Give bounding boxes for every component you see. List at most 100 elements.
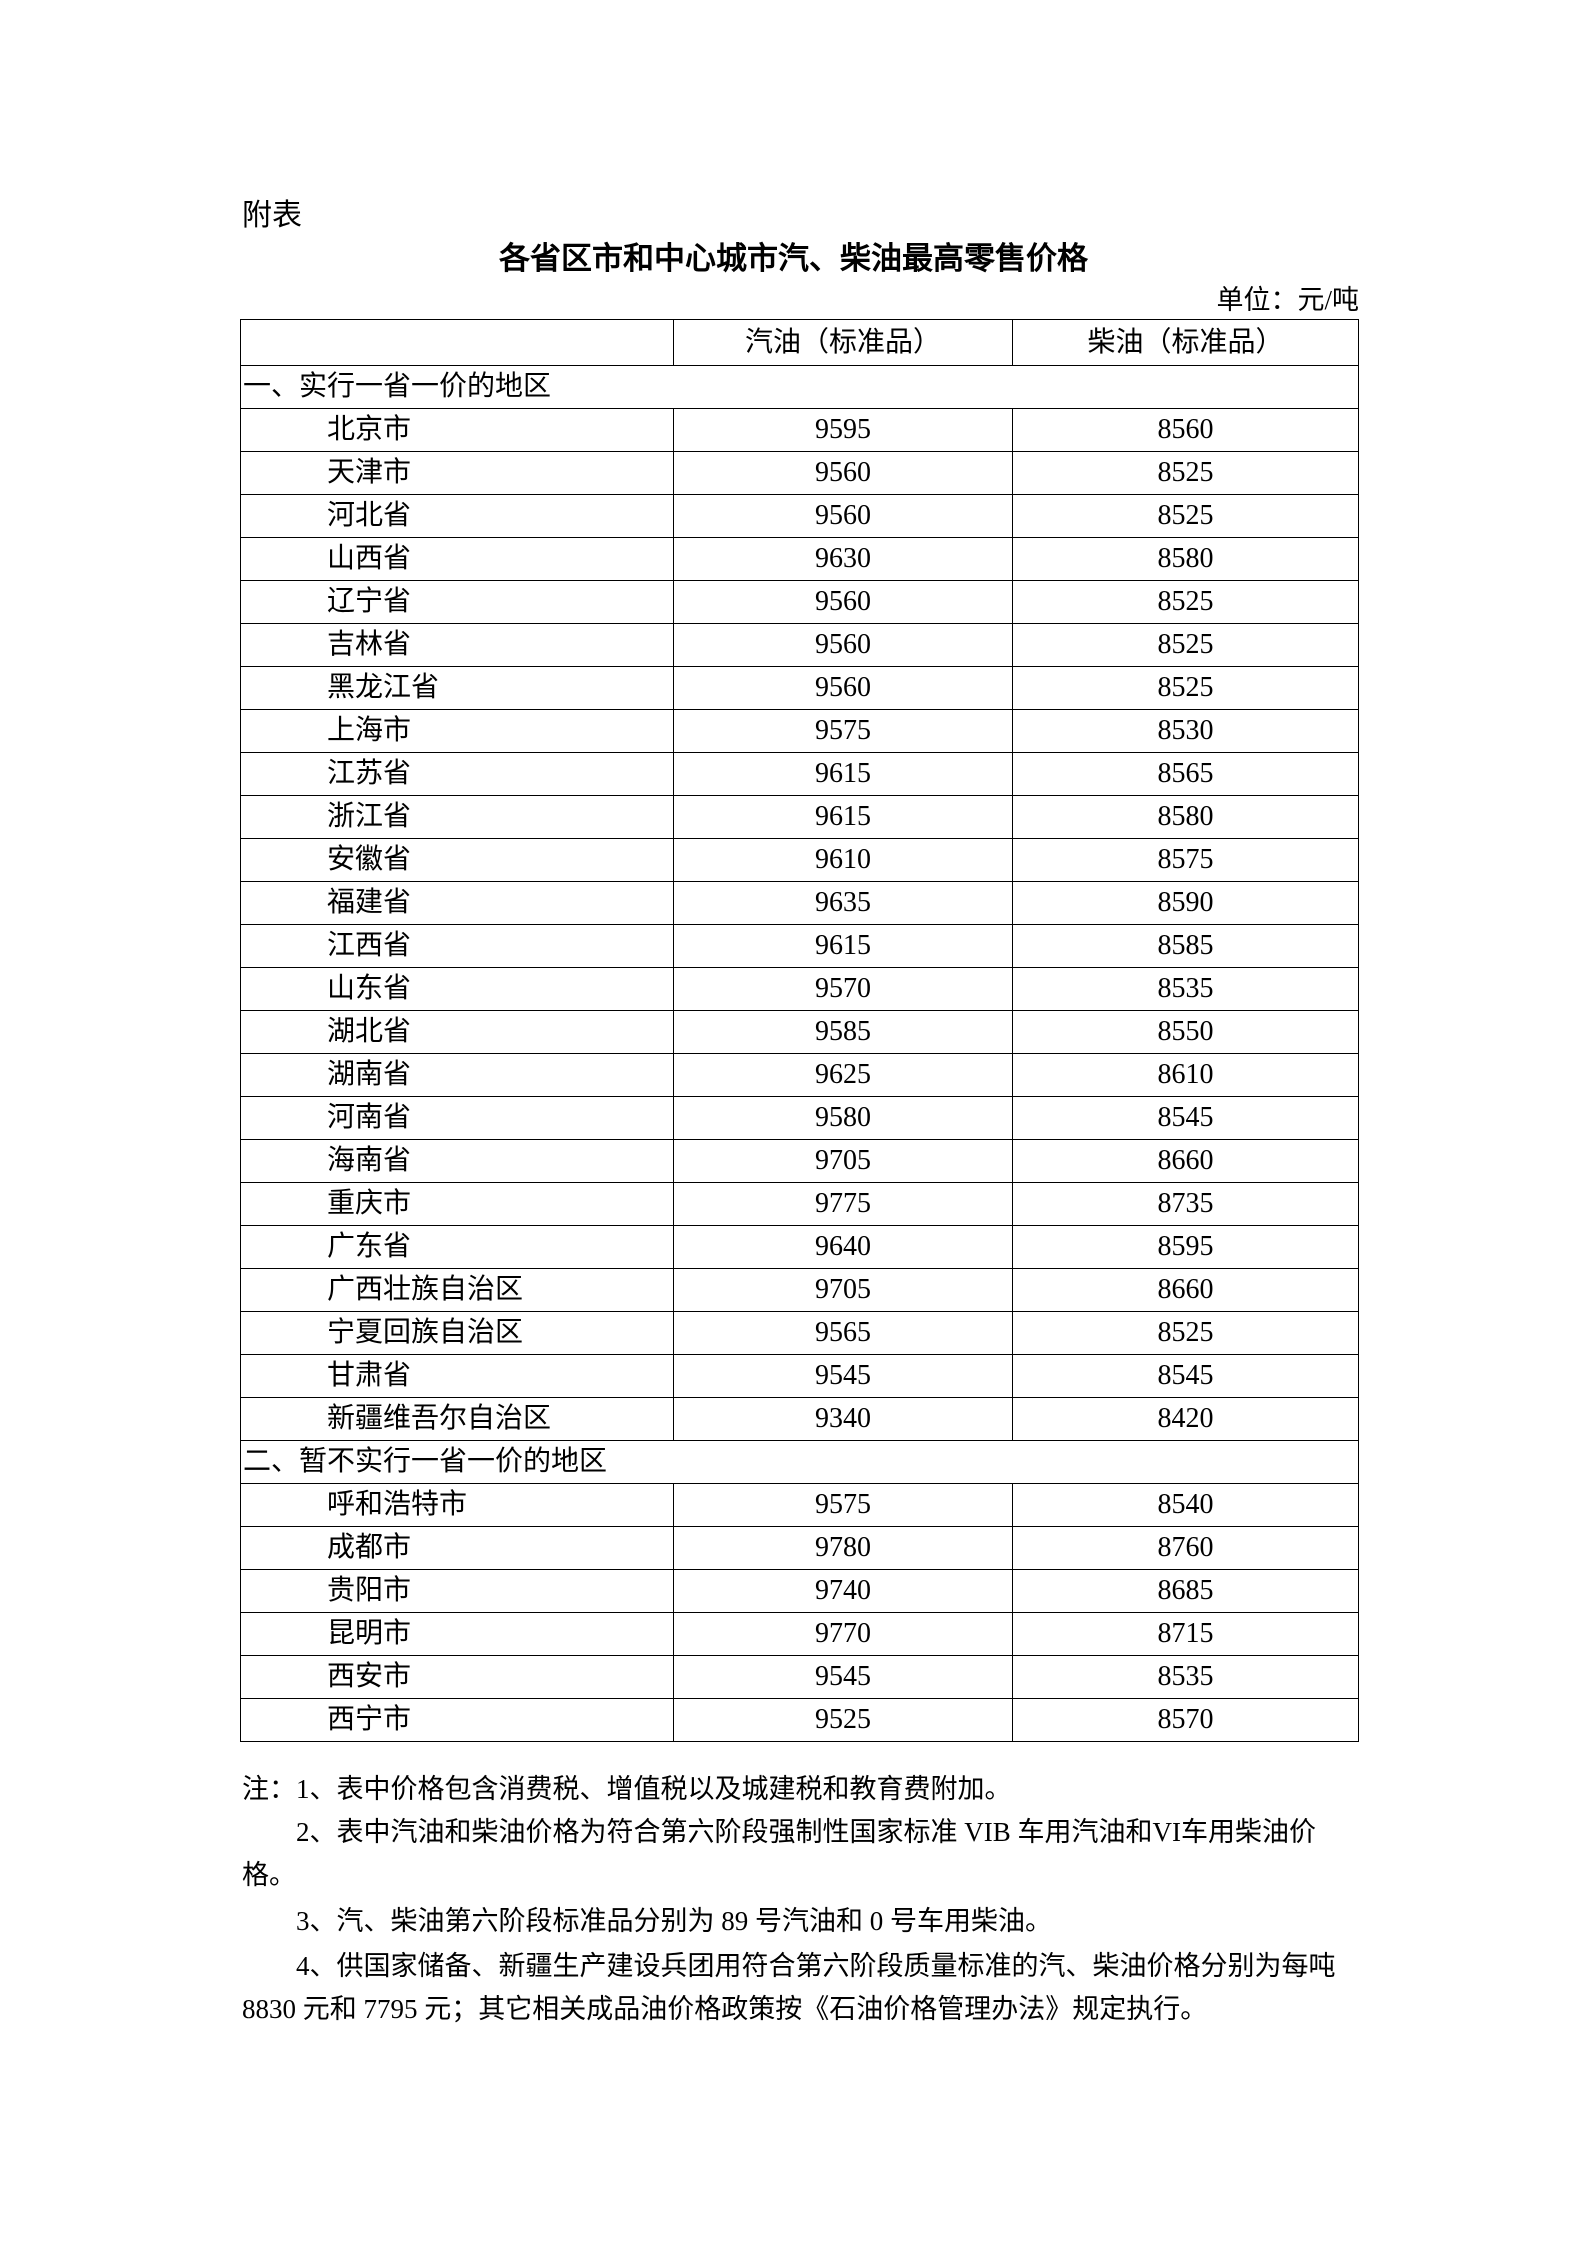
diesel-price: 8585 xyxy=(1012,924,1359,968)
diesel-price: 8660 xyxy=(1012,1268,1359,1312)
gasoline-price: 9640 xyxy=(673,1225,1013,1269)
region-name: 黑龙江省 xyxy=(240,666,674,710)
region-name: 江苏省 xyxy=(240,752,674,796)
region-name: 广西壮族自治区 xyxy=(240,1268,674,1312)
table-row: 江西省 9615 8585 xyxy=(240,924,1359,968)
gasoline-price: 9585 xyxy=(673,1010,1013,1054)
table-row: 上海市 9575 8530 xyxy=(240,709,1359,753)
gasoline-price: 9545 xyxy=(673,1354,1013,1398)
table-row: 甘肃省 9545 8545 xyxy=(240,1354,1359,1398)
region-name: 广东省 xyxy=(240,1225,674,1269)
table-row: 湖北省 9585 8550 xyxy=(240,1010,1359,1054)
gasoline-price: 9560 xyxy=(673,494,1013,538)
gasoline-price: 9560 xyxy=(673,623,1013,667)
diesel-price: 8545 xyxy=(1012,1096,1359,1140)
gasoline-price: 9705 xyxy=(673,1268,1013,1312)
region-name: 宁夏回族自治区 xyxy=(240,1311,674,1355)
region-name: 河北省 xyxy=(240,494,674,538)
region-name: 湖北省 xyxy=(240,1010,674,1054)
table-row: 重庆市 9775 8735 xyxy=(240,1182,1359,1226)
region-name: 成都市 xyxy=(240,1526,674,1570)
gasoline-price: 9610 xyxy=(673,838,1013,882)
region-name: 山东省 xyxy=(240,967,674,1011)
gasoline-price: 9635 xyxy=(673,881,1013,925)
region-name: 西宁市 xyxy=(240,1698,674,1742)
note-4: 4、供国家储备、新疆生产建设兵团用符合第六阶段质量标准的汽、柴油价格分别为每吨 … xyxy=(242,1951,1336,2024)
gasoline-price: 9545 xyxy=(673,1655,1013,1699)
region-name: 西安市 xyxy=(240,1655,674,1699)
note-3: 3、汽、柴油第六阶段标准品分别为 89 号汽油和 0 号车用柴油。 xyxy=(296,1906,1052,1936)
diesel-price: 8685 xyxy=(1012,1569,1359,1613)
table-row: 浙江省 9615 8580 xyxy=(240,795,1359,839)
diesel-price: 8540 xyxy=(1012,1483,1359,1527)
region-name: 天津市 xyxy=(240,451,674,495)
table-row: 北京市 9595 8560 xyxy=(240,408,1359,452)
region-name: 甘肃省 xyxy=(240,1354,674,1398)
diesel-price: 8545 xyxy=(1012,1354,1359,1398)
note-1: 注：1、表中价格包含消费税、增值税以及城建税和教育费附加。 xyxy=(242,1774,1012,1804)
table-header-row: 汽油（标准品） 柴油（标准品） xyxy=(240,319,1359,366)
table-row: 安徽省 9610 8575 xyxy=(240,838,1359,882)
table-row: 辽宁省 9560 8525 xyxy=(240,580,1359,624)
section-label: 二、暂不实行一省一价的地区 xyxy=(240,1440,1359,1484)
header-region xyxy=(240,319,674,366)
diesel-price: 8590 xyxy=(1012,881,1359,925)
table-row: 福建省 9635 8590 xyxy=(240,881,1359,925)
diesel-price: 8660 xyxy=(1012,1139,1359,1183)
gasoline-price: 9630 xyxy=(673,537,1013,581)
diesel-price: 8595 xyxy=(1012,1225,1359,1269)
section-row: 二、暂不实行一省一价的地区 xyxy=(240,1440,1359,1484)
region-name: 辽宁省 xyxy=(240,580,674,624)
header-gasoline: 汽油（标准品） xyxy=(673,319,1013,366)
table-row: 西宁市 9525 8570 xyxy=(240,1698,1359,1742)
table-row: 昆明市 9770 8715 xyxy=(240,1612,1359,1656)
gasoline-price: 9525 xyxy=(673,1698,1013,1742)
diesel-price: 8610 xyxy=(1012,1053,1359,1097)
table-row: 新疆维吾尔自治区 9340 8420 xyxy=(240,1397,1359,1441)
diesel-price: 8420 xyxy=(1012,1397,1359,1441)
table-row: 呼和浩特市 9575 8540 xyxy=(240,1483,1359,1527)
gasoline-price: 9560 xyxy=(673,451,1013,495)
region-name: 湖南省 xyxy=(240,1053,674,1097)
diesel-price: 8580 xyxy=(1012,537,1359,581)
table-row: 成都市 9780 8760 xyxy=(240,1526,1359,1570)
region-name: 贵阳市 xyxy=(240,1569,674,1613)
region-name: 海南省 xyxy=(240,1139,674,1183)
table-row: 海南省 9705 8660 xyxy=(240,1139,1359,1183)
table-row: 湖南省 9625 8610 xyxy=(240,1053,1359,1097)
gasoline-price: 9740 xyxy=(673,1569,1013,1613)
table-row: 吉林省 9560 8525 xyxy=(240,623,1359,667)
gasoline-price: 9615 xyxy=(673,795,1013,839)
region-name: 北京市 xyxy=(240,408,674,452)
gasoline-price: 9560 xyxy=(673,580,1013,624)
gasoline-price: 9565 xyxy=(673,1311,1013,1355)
table-row: 广西壮族自治区 9705 8660 xyxy=(240,1268,1359,1312)
diesel-price: 8565 xyxy=(1012,752,1359,796)
note-2: 2、表中汽油和柴油价格为符合第六阶段强制性国家标准 VIB 车用汽油和VI车用柴… xyxy=(242,1817,1316,1890)
diesel-price: 8525 xyxy=(1012,1311,1359,1355)
unit-label: 单位：元/吨 xyxy=(1216,285,1359,315)
region-name: 上海市 xyxy=(240,709,674,753)
table-row: 山东省 9570 8535 xyxy=(240,967,1359,1011)
gasoline-price: 9615 xyxy=(673,752,1013,796)
price-table: 汽油（标准品） 柴油（标准品） 一、实行一省一价的地区 北京市 9595 8560 天津… xyxy=(240,319,1359,1742)
diesel-price: 8535 xyxy=(1012,967,1359,1011)
diesel-price: 8760 xyxy=(1012,1526,1359,1570)
diesel-price: 8525 xyxy=(1012,666,1359,710)
notes: 注：1、表中价格包含消费税、增值税以及城建税和教育费附加。 2、表中汽油和柴油价… xyxy=(242,1768,1360,2031)
diesel-price: 8525 xyxy=(1012,451,1359,495)
region-name: 河南省 xyxy=(240,1096,674,1140)
table-row: 河南省 9580 8545 xyxy=(240,1096,1359,1140)
diesel-price: 8735 xyxy=(1012,1182,1359,1226)
table-row: 黑龙江省 9560 8525 xyxy=(240,666,1359,710)
gasoline-price: 9560 xyxy=(673,666,1013,710)
region-name: 呼和浩特市 xyxy=(240,1483,674,1527)
region-name: 江西省 xyxy=(240,924,674,968)
diesel-price: 8550 xyxy=(1012,1010,1359,1054)
gasoline-price: 9625 xyxy=(673,1053,1013,1097)
gasoline-price: 9575 xyxy=(673,1483,1013,1527)
diesel-price: 8530 xyxy=(1012,709,1359,753)
diesel-price: 8575 xyxy=(1012,838,1359,882)
attachment-label: 附表 xyxy=(242,199,302,232)
diesel-price: 8535 xyxy=(1012,1655,1359,1699)
